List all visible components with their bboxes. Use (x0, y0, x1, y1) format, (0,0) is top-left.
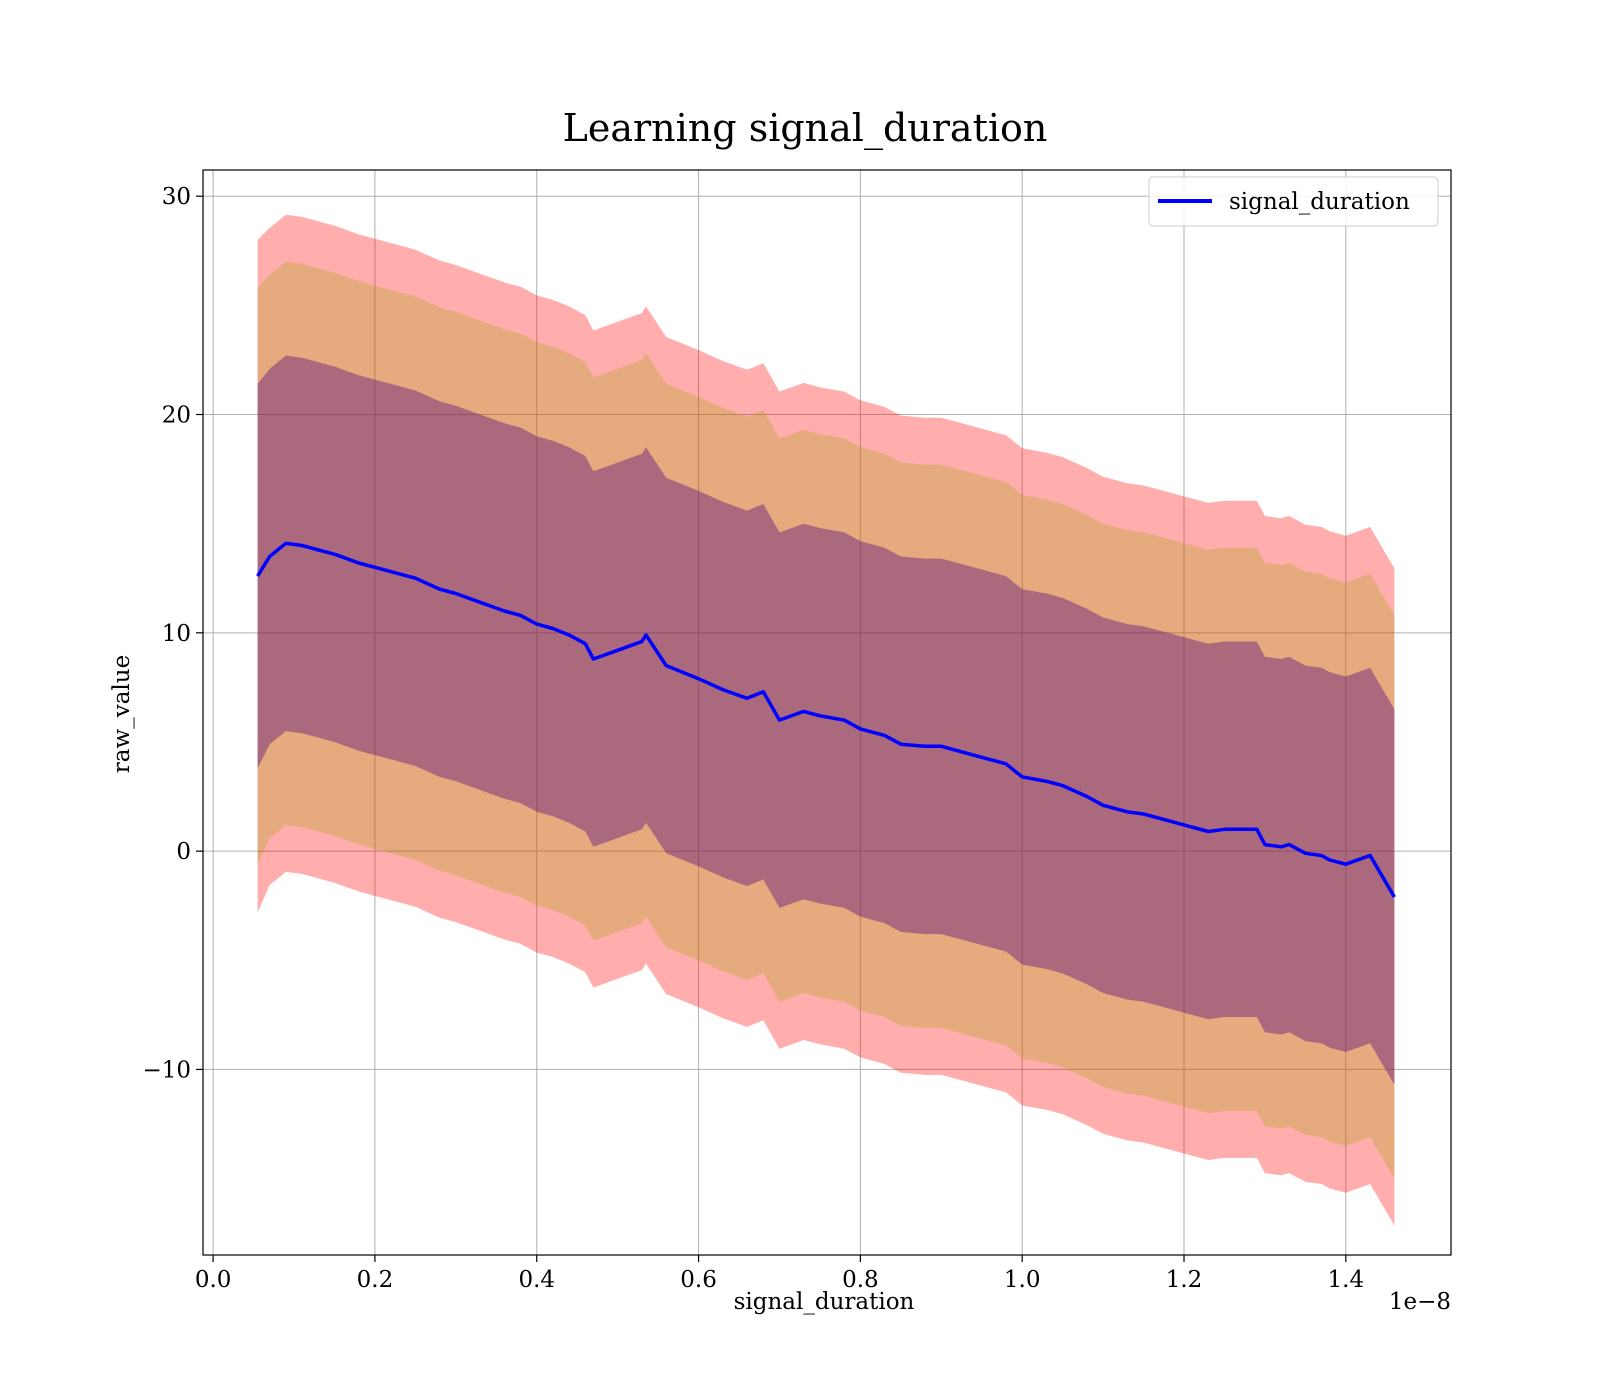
confidence-bands (257, 214, 1395, 1226)
y-tick-label: 0 (176, 839, 191, 865)
x-tick-label: 1.0 (1004, 1267, 1041, 1293)
x-tick-label: 0.4 (518, 1267, 555, 1293)
legend-entry-label: signal_duration (1229, 189, 1410, 215)
legend: signal_duration (1148, 176, 1439, 227)
band-inner (257, 355, 1395, 1085)
band-middle (257, 261, 1395, 1179)
x-tick-label: 0.2 (357, 1267, 394, 1293)
plot-frame (202, 169, 1452, 1256)
y-tick-label: −10 (142, 1057, 191, 1083)
axis-ticks: 0.0 0.2 0.4 0.6 0.8 1.0 1.2 1.4 −10 0 10 20 30 (142, 184, 1364, 1293)
x-tick-label: 1.2 (1166, 1267, 1203, 1293)
legend-box (1148, 176, 1439, 227)
band-outer (257, 214, 1395, 1226)
grid (203, 170, 1451, 1255)
series-lines (256, 541, 1396, 898)
y-axis-label: raw_value (109, 655, 135, 773)
chart-title: Learning signal_duration (563, 106, 1048, 151)
x-tick-label: 1.4 (1328, 1267, 1365, 1293)
x-tick-label: 0.6 (680, 1267, 717, 1293)
x-axis-label: signal_duration (734, 1289, 915, 1315)
x-tick-label: 0.0 (195, 1267, 232, 1293)
y-tick-label: 20 (162, 403, 191, 429)
x-axis-offset-label: 1e−8 (1389, 1289, 1451, 1315)
y-tick-label: 30 (162, 184, 191, 210)
series-line-signal-duration (256, 541, 1396, 898)
x-tick-label: 0.8 (842, 1267, 879, 1293)
y-tick-label: 10 (162, 621, 191, 647)
